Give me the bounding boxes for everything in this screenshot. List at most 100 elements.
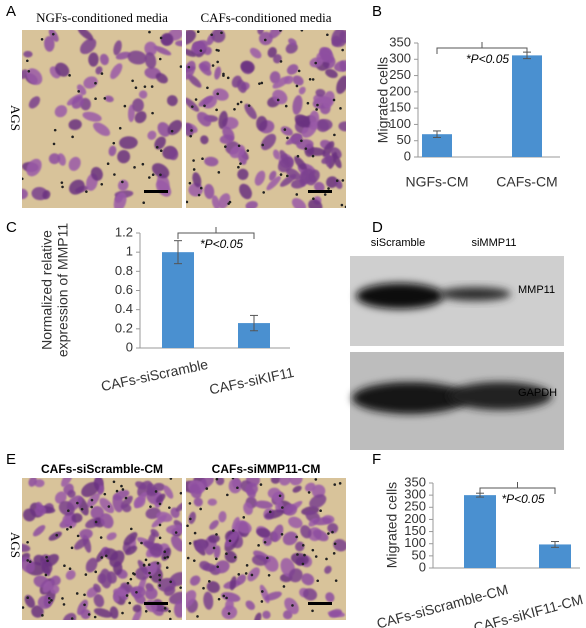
cell	[313, 181, 325, 193]
cell	[326, 176, 338, 188]
blot-band	[448, 382, 552, 410]
pore	[296, 154, 300, 158]
band-label: MMP11	[518, 284, 555, 296]
cell	[279, 478, 291, 486]
cell	[207, 498, 217, 506]
pore	[123, 104, 127, 108]
cell	[260, 133, 277, 151]
pore	[62, 603, 66, 606]
cell	[44, 36, 55, 52]
pore	[26, 596, 29, 600]
bar	[539, 544, 571, 568]
cell	[285, 168, 301, 181]
pore	[237, 144, 241, 148]
cell	[186, 60, 196, 80]
cell	[325, 152, 332, 168]
cell	[138, 90, 148, 99]
cell	[189, 575, 201, 586]
pore	[307, 491, 311, 494]
pore	[169, 617, 172, 620]
pore	[283, 128, 287, 131]
cell	[121, 503, 132, 513]
cell	[99, 53, 109, 66]
pore	[338, 482, 342, 485]
pore	[159, 173, 162, 177]
cell	[308, 199, 323, 208]
pore	[103, 97, 107, 100]
cell	[150, 528, 160, 538]
pore	[120, 484, 123, 488]
pore	[154, 490, 158, 493]
pore	[93, 615, 97, 619]
pore	[144, 558, 148, 562]
cell	[144, 52, 157, 69]
cell	[327, 522, 339, 534]
pore	[179, 491, 182, 495]
pore	[94, 97, 97, 101]
pore	[126, 581, 130, 585]
pore	[22, 177, 24, 181]
bar	[512, 55, 542, 157]
cell	[127, 50, 147, 65]
pore	[263, 540, 267, 544]
cell	[71, 513, 83, 523]
cell	[90, 506, 104, 520]
pore	[246, 149, 250, 152]
y-tick-label: 200	[404, 511, 426, 526]
pore	[99, 536, 103, 539]
cell	[90, 166, 103, 181]
cell	[322, 141, 335, 158]
significance-bracket	[177, 227, 255, 239]
pore	[45, 555, 48, 559]
cell	[240, 60, 255, 73]
pore	[279, 173, 283, 176]
pore	[260, 600, 264, 603]
cell	[237, 168, 249, 180]
cell	[292, 75, 304, 86]
pore	[339, 107, 342, 110]
pore	[190, 129, 193, 132]
pore	[106, 162, 110, 165]
pore	[174, 531, 178, 534]
pore	[227, 612, 231, 615]
cell	[244, 103, 257, 120]
pore	[158, 573, 161, 577]
x-tick-label: CAFs-CM	[496, 174, 557, 190]
pore	[297, 69, 301, 73]
cell	[85, 557, 98, 573]
y-tick-label: 250	[389, 67, 411, 82]
pore	[216, 92, 220, 96]
pore	[60, 181, 64, 184]
pore	[189, 134, 192, 138]
cell	[288, 38, 297, 46]
panel-label: A	[6, 3, 16, 20]
pore	[201, 157, 204, 160]
cell	[113, 561, 123, 576]
cell	[104, 95, 114, 103]
cell	[272, 54, 282, 64]
pore	[158, 57, 162, 61]
pore	[48, 601, 51, 604]
pore	[331, 530, 334, 534]
pore	[112, 480, 116, 484]
pore	[332, 552, 336, 555]
cell	[262, 610, 271, 619]
pore	[215, 478, 219, 481]
pore	[242, 516, 246, 519]
pore	[156, 561, 160, 565]
y-tick-label: 150	[389, 100, 411, 115]
pore	[247, 104, 251, 107]
pore	[228, 539, 232, 543]
pore	[170, 129, 174, 133]
cell	[113, 40, 122, 56]
pore	[205, 487, 209, 490]
pore	[147, 563, 151, 566]
cell	[166, 95, 178, 107]
cell	[254, 170, 266, 186]
cell	[254, 612, 262, 620]
cell	[249, 47, 262, 59]
y-axis-label: Normalized relative	[39, 230, 55, 350]
cell	[117, 149, 131, 164]
pore	[233, 555, 237, 559]
pore	[107, 505, 111, 508]
